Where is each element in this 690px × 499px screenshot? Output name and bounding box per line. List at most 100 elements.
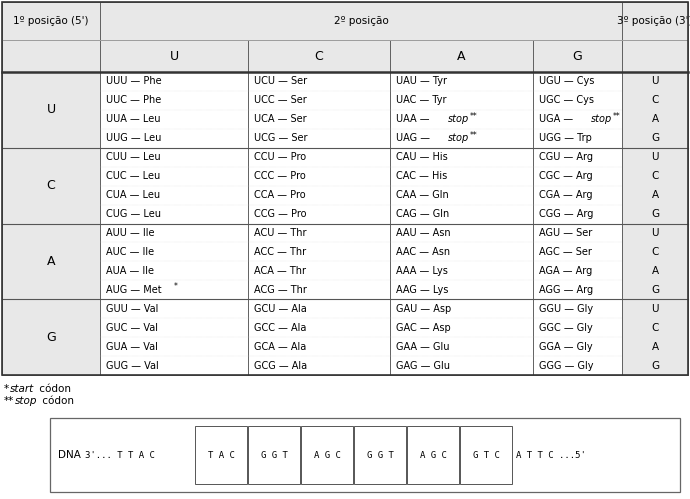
Text: CGA — Arg: CGA — Arg xyxy=(539,190,593,200)
Bar xyxy=(301,426,353,484)
Text: G: G xyxy=(651,209,659,219)
Text: 2º posição: 2º posição xyxy=(334,16,388,26)
Bar xyxy=(622,224,688,299)
Bar xyxy=(100,224,248,299)
Text: CAG — Gln: CAG — Gln xyxy=(396,209,449,219)
Text: GGC — Gly: GGC — Gly xyxy=(539,323,593,333)
Text: GAC — Asp: GAC — Asp xyxy=(396,323,451,333)
Bar xyxy=(2,2,688,375)
Text: códon: códon xyxy=(39,396,74,406)
Text: AUU — Ile: AUU — Ile xyxy=(106,228,155,238)
Text: ACG — Thr: ACG — Thr xyxy=(254,285,307,295)
Text: AUA — Ile: AUA — Ile xyxy=(106,266,154,276)
Text: A: A xyxy=(47,255,55,268)
Text: A: A xyxy=(457,49,466,62)
Bar xyxy=(2,2,100,40)
Text: AUG — Met: AUG — Met xyxy=(106,285,161,295)
Text: G G T: G G T xyxy=(366,451,393,460)
Text: CUA — Leu: CUA — Leu xyxy=(106,190,160,200)
Text: AAA — Lys: AAA — Lys xyxy=(396,266,448,276)
Text: UGA —: UGA — xyxy=(539,114,576,124)
Bar xyxy=(2,224,688,299)
Text: CUU — Leu: CUU — Leu xyxy=(106,152,161,162)
Text: start: start xyxy=(10,384,34,394)
Bar xyxy=(407,426,459,484)
Text: UCG — Ser: UCG — Ser xyxy=(254,133,308,143)
Bar xyxy=(2,299,100,375)
Bar xyxy=(533,72,622,148)
Text: UUG — Leu: UUG — Leu xyxy=(106,133,161,143)
Text: G: G xyxy=(651,361,659,371)
Text: CAC — His: CAC — His xyxy=(396,171,447,181)
Text: GCC — Ala: GCC — Ala xyxy=(254,323,306,333)
Text: CGC — Arg: CGC — Arg xyxy=(539,171,593,181)
Text: AAU — Asn: AAU — Asn xyxy=(396,228,451,238)
Text: GCA — Ala: GCA — Ala xyxy=(254,342,306,352)
Text: AUC — Ile: AUC — Ile xyxy=(106,247,154,257)
Text: C: C xyxy=(47,179,55,192)
Text: GAU — Asp: GAU — Asp xyxy=(396,304,451,314)
Text: AAG — Lys: AAG — Lys xyxy=(396,285,448,295)
Text: stop: stop xyxy=(15,396,37,406)
Text: CAU — His: CAU — His xyxy=(396,152,448,162)
Bar xyxy=(248,426,300,484)
Bar xyxy=(390,299,533,375)
Bar xyxy=(622,40,688,72)
Text: G: G xyxy=(651,285,659,295)
Bar xyxy=(100,299,248,375)
Bar xyxy=(622,148,688,224)
Bar xyxy=(100,2,622,40)
Text: stop: stop xyxy=(448,133,469,143)
Text: GUA — Val: GUA — Val xyxy=(106,342,158,352)
Text: UAC — Tyr: UAC — Tyr xyxy=(396,95,446,105)
Text: C: C xyxy=(651,323,659,333)
Bar xyxy=(390,40,533,72)
Text: AGG — Arg: AGG — Arg xyxy=(539,285,593,295)
Text: *: * xyxy=(4,384,9,394)
Bar xyxy=(248,224,390,299)
Bar xyxy=(622,299,688,375)
Text: GGG — Gly: GGG — Gly xyxy=(539,361,593,371)
Bar xyxy=(195,426,247,484)
Text: CGU — Arg: CGU — Arg xyxy=(539,152,593,162)
Text: CAA — Gln: CAA — Gln xyxy=(396,190,448,200)
Text: **: ** xyxy=(470,112,477,121)
Text: U: U xyxy=(651,76,659,86)
Bar xyxy=(2,224,100,299)
Text: AGC — Ser: AGC — Ser xyxy=(539,247,592,257)
Text: AGA — Arg: AGA — Arg xyxy=(539,266,592,276)
Text: DNA: DNA xyxy=(58,450,81,460)
Bar xyxy=(2,148,688,224)
Text: G: G xyxy=(651,133,659,143)
Bar xyxy=(390,72,533,148)
Bar xyxy=(533,148,622,224)
Text: A G C: A G C xyxy=(420,451,446,460)
Bar xyxy=(2,40,100,72)
Text: GUC — Val: GUC — Val xyxy=(106,323,158,333)
Text: stop: stop xyxy=(448,114,469,124)
Bar xyxy=(622,2,688,40)
Text: UUA — Leu: UUA — Leu xyxy=(106,114,161,124)
Bar xyxy=(248,40,390,72)
Text: UCC — Ser: UCC — Ser xyxy=(254,95,307,105)
Bar xyxy=(2,72,100,148)
Text: CCC — Pro: CCC — Pro xyxy=(254,171,306,181)
Bar xyxy=(533,40,622,72)
Bar xyxy=(248,72,390,148)
Text: T A C: T A C xyxy=(208,451,235,460)
Text: A: A xyxy=(651,190,658,200)
Bar xyxy=(100,40,248,72)
Bar xyxy=(2,299,688,375)
Bar xyxy=(2,148,100,224)
Text: stop: stop xyxy=(591,114,612,124)
Bar xyxy=(460,426,512,484)
Text: G: G xyxy=(46,331,56,344)
Text: ACU — Thr: ACU — Thr xyxy=(254,228,306,238)
Text: UUU — Phe: UUU — Phe xyxy=(106,76,161,86)
Bar xyxy=(354,426,406,484)
Text: CCA — Pro: CCA — Pro xyxy=(254,190,306,200)
Text: GGA — Gly: GGA — Gly xyxy=(539,342,593,352)
Text: UCU — Ser: UCU — Ser xyxy=(254,76,307,86)
Text: U: U xyxy=(170,49,179,62)
Bar xyxy=(622,72,688,148)
